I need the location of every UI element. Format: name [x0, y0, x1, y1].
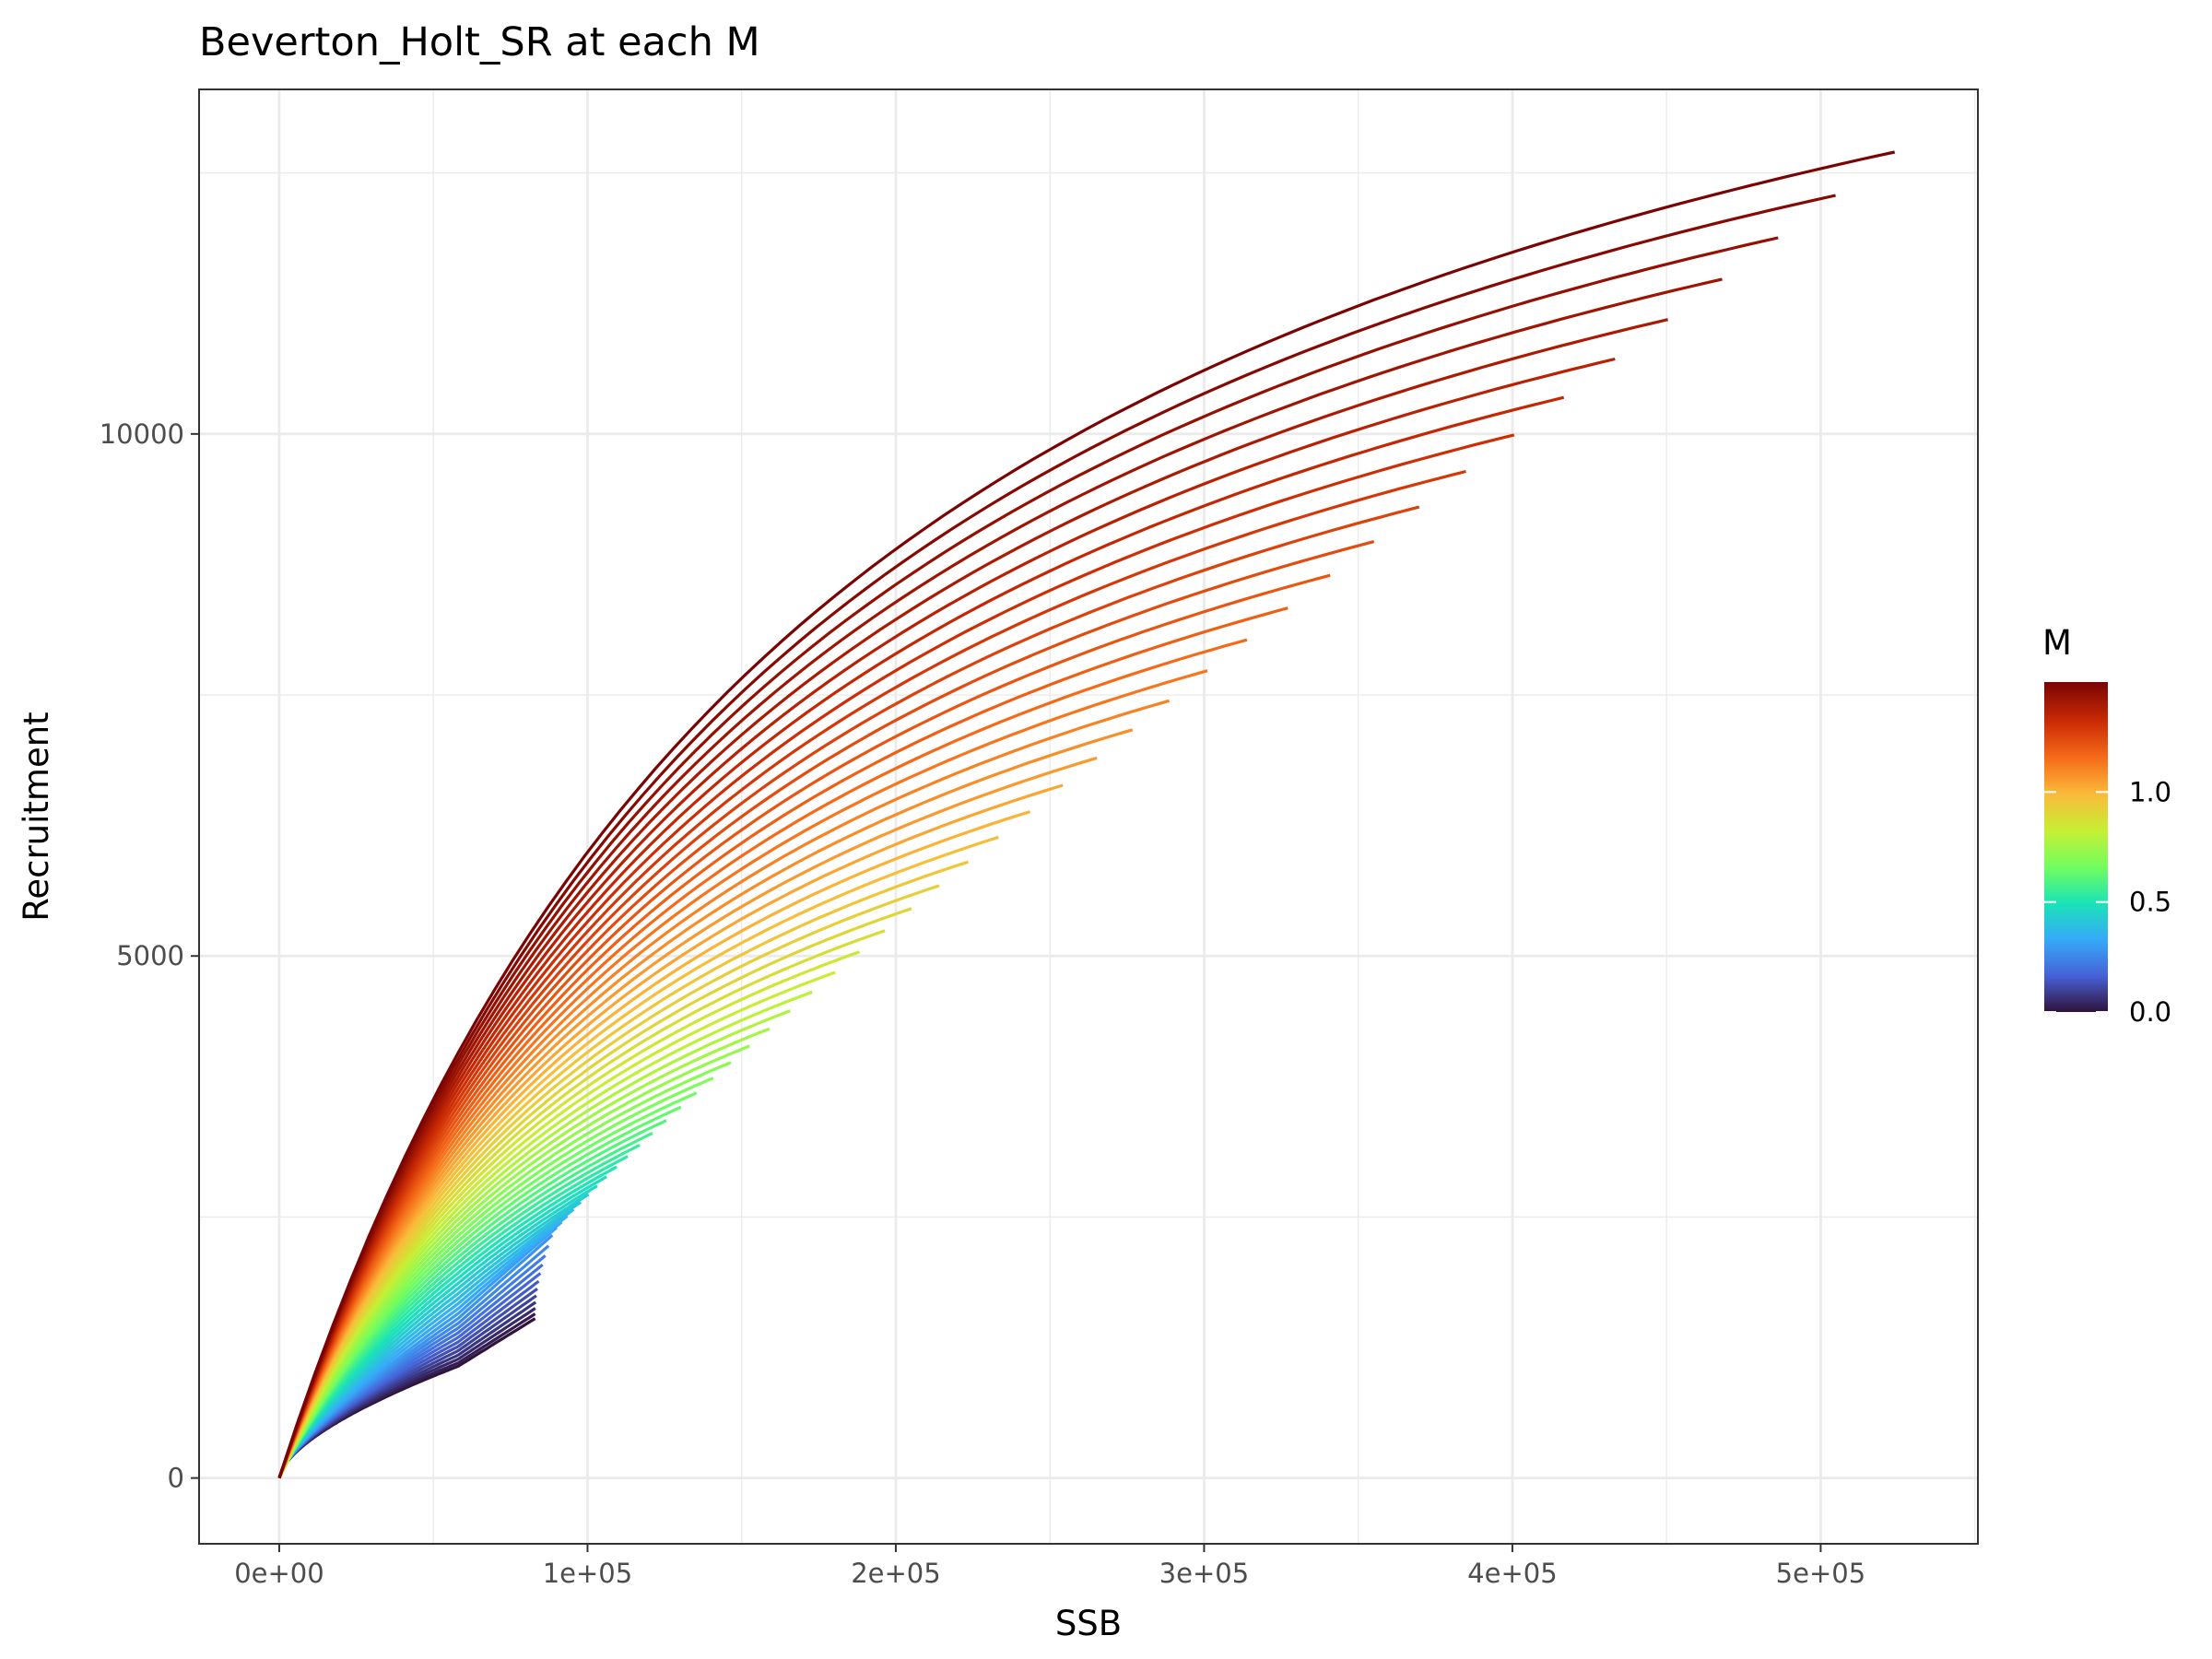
- series-line: [277, 907, 912, 1479]
- series-line: [277, 638, 1248, 1479]
- series-line: [277, 277, 1723, 1479]
- legend-title: M: [2042, 623, 2072, 663]
- y-tick-label: 0: [168, 1463, 184, 1494]
- series-line: [277, 573, 1331, 1479]
- x-axis-title: SSB: [1055, 1604, 1122, 1643]
- series-line: [277, 835, 999, 1479]
- y-axis-title: Recruitment: [17, 712, 56, 921]
- x-tick-label: 2e+05: [851, 1558, 941, 1589]
- legend-ticks: 0.0 0.5 1.0: [2044, 776, 2171, 1028]
- x-tick-label: 0e+00: [234, 1558, 324, 1589]
- plot-panel: [198, 88, 1979, 1545]
- x-axis: 0e+00 1e+05 2e+05 3e+05 4e+05 5e+05: [234, 1544, 1865, 1589]
- series-line: [277, 860, 969, 1479]
- series-line: [277, 433, 1515, 1479]
- series-line: [277, 1061, 732, 1479]
- series-line: [277, 395, 1565, 1479]
- legend-tick-label: 0.0: [2129, 996, 2171, 1028]
- legend-tick-label: 1.0: [2129, 776, 2171, 807]
- series-line: [277, 1044, 750, 1479]
- x-tick-label: 3e+05: [1159, 1558, 1250, 1589]
- series-line: [277, 606, 1288, 1479]
- legend-colorbar: [2044, 682, 2108, 1012]
- chart-title: Beverton_Holt_SR at each M: [199, 19, 760, 65]
- series-line: [277, 505, 1420, 1479]
- series-line: [277, 469, 1466, 1479]
- series-line: [277, 194, 1836, 1479]
- x-tick-label: 5e+05: [1776, 1558, 1866, 1589]
- grid-major: [199, 89, 1978, 1544]
- series-line: [277, 699, 1171, 1479]
- x-tick-label: 4e+05: [1467, 1558, 1558, 1589]
- series-line: [277, 810, 1031, 1479]
- series-line: [277, 236, 1779, 1479]
- y-tick-label: 5000: [116, 940, 184, 971]
- y-tick-label: 10000: [100, 418, 184, 450]
- series-line: [277, 950, 861, 1479]
- series-line: [277, 1077, 714, 1479]
- series-group: [277, 150, 1896, 1479]
- series-line: [277, 150, 1896, 1479]
- legend: M 0.0 0.5 1.0: [2042, 623, 2171, 1028]
- panel-border: [198, 88, 1979, 1545]
- series-line: [277, 929, 886, 1479]
- series-line: [277, 669, 1208, 1479]
- series-line: [277, 318, 1668, 1479]
- series-line: [277, 357, 1616, 1479]
- series-line: [277, 1009, 791, 1479]
- legend-tick-label: 0.5: [2129, 887, 2171, 918]
- series-line: [277, 756, 1098, 1479]
- series-line: [277, 728, 1134, 1479]
- series-line: [277, 783, 1064, 1479]
- series-line: [277, 540, 1375, 1479]
- y-axis: 0 5000 10000: [100, 418, 199, 1494]
- series-line: [277, 1027, 771, 1479]
- series-line: [277, 884, 940, 1479]
- series-line: [277, 990, 813, 1479]
- series-line: [277, 971, 836, 1479]
- x-tick-label: 1e+05: [543, 1558, 633, 1589]
